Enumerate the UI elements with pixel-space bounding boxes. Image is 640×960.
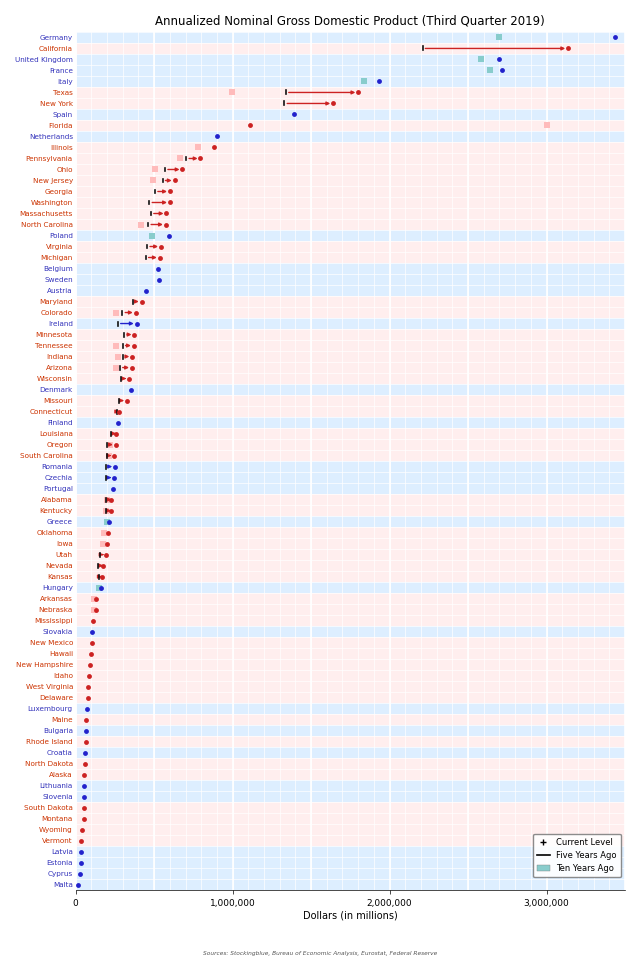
- Bar: [76, 539, 625, 549]
- Title: Annualized Nominal Gross Domestic Product (Third Quarter 2019): Annualized Nominal Gross Domestic Produc…: [156, 15, 545, 28]
- Bar: [76, 626, 625, 637]
- Bar: [76, 714, 625, 725]
- Bar: [76, 780, 625, 791]
- Bar: [76, 835, 625, 846]
- Bar: [76, 109, 625, 120]
- Bar: [76, 208, 625, 219]
- Text: Sources: Stockingblue, Bureau of Economic Analysis, Eurostat, Federal Reserve: Sources: Stockingblue, Bureau of Economi…: [203, 951, 437, 956]
- Bar: [76, 879, 625, 890]
- Bar: [76, 329, 625, 340]
- Bar: [76, 396, 625, 406]
- Bar: [76, 527, 625, 539]
- Bar: [76, 296, 625, 307]
- Bar: [76, 549, 625, 560]
- Bar: [76, 725, 625, 736]
- Bar: [76, 483, 625, 494]
- Bar: [76, 164, 625, 175]
- Bar: [76, 682, 625, 692]
- Bar: [76, 285, 625, 296]
- Bar: [76, 43, 625, 54]
- Bar: [76, 825, 625, 835]
- Bar: [76, 747, 625, 758]
- Bar: [76, 263, 625, 274]
- Bar: [76, 362, 625, 373]
- Bar: [76, 252, 625, 263]
- Bar: [76, 197, 625, 208]
- Bar: [76, 428, 625, 439]
- Bar: [76, 472, 625, 483]
- Bar: [76, 582, 625, 593]
- Bar: [76, 560, 625, 571]
- Bar: [76, 274, 625, 285]
- Bar: [76, 813, 625, 825]
- Bar: [76, 736, 625, 747]
- Bar: [76, 439, 625, 450]
- Bar: [76, 758, 625, 769]
- Bar: [76, 373, 625, 384]
- Bar: [76, 593, 625, 604]
- Bar: [76, 648, 625, 660]
- Bar: [76, 615, 625, 626]
- Bar: [76, 241, 625, 252]
- Bar: [76, 857, 625, 868]
- Bar: [76, 461, 625, 472]
- Bar: [76, 450, 625, 461]
- Bar: [76, 318, 625, 329]
- Bar: [76, 230, 625, 241]
- Bar: [76, 87, 625, 98]
- Bar: [76, 175, 625, 186]
- Bar: [76, 131, 625, 142]
- Bar: [76, 516, 625, 527]
- Bar: [76, 76, 625, 87]
- Bar: [76, 692, 625, 703]
- Bar: [76, 660, 625, 670]
- Bar: [76, 604, 625, 615]
- X-axis label: Dollars (in millions): Dollars (in millions): [303, 911, 397, 921]
- Bar: [76, 803, 625, 813]
- Legend: Current Level, Five Years Ago, Ten Years Ago: Current Level, Five Years Ago, Ten Years…: [533, 834, 621, 877]
- Bar: [76, 153, 625, 164]
- Bar: [76, 846, 625, 857]
- Bar: [76, 406, 625, 417]
- Bar: [76, 417, 625, 428]
- Bar: [76, 791, 625, 803]
- Bar: [76, 186, 625, 197]
- Bar: [76, 142, 625, 153]
- Bar: [76, 98, 625, 109]
- Bar: [76, 120, 625, 131]
- Bar: [76, 65, 625, 76]
- Bar: [76, 351, 625, 362]
- Bar: [76, 505, 625, 516]
- Bar: [76, 703, 625, 714]
- Bar: [76, 54, 625, 65]
- Bar: [76, 571, 625, 582]
- Bar: [76, 637, 625, 648]
- Bar: [76, 384, 625, 396]
- Bar: [76, 670, 625, 682]
- Bar: [76, 868, 625, 879]
- Bar: [76, 219, 625, 230]
- Bar: [76, 32, 625, 43]
- Bar: [76, 340, 625, 351]
- Bar: [76, 769, 625, 780]
- Bar: [76, 307, 625, 318]
- Bar: [76, 494, 625, 505]
